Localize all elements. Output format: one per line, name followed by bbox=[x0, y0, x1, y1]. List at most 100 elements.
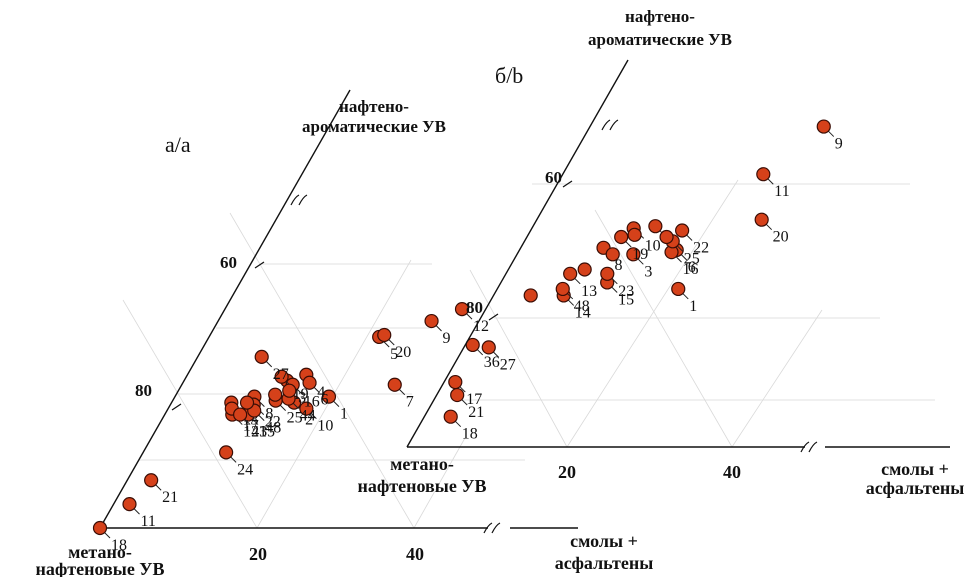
point-marker bbox=[754, 212, 769, 227]
grid-line bbox=[229, 212, 415, 529]
point-label: 8 bbox=[265, 406, 273, 423]
left-axis-title-line2: нафтеновые УВ bbox=[357, 476, 486, 496]
data-point: 20 bbox=[754, 212, 789, 246]
point-label: 4 bbox=[317, 384, 325, 401]
point-marker bbox=[377, 327, 392, 343]
axis-tick bbox=[562, 180, 573, 188]
point-label: 21 bbox=[468, 404, 484, 421]
point-label: 20 bbox=[395, 344, 411, 361]
point-marker bbox=[274, 369, 289, 384]
data-point: 3 bbox=[626, 247, 652, 280]
left-axis bbox=[99, 89, 351, 529]
data-point: 48 bbox=[247, 403, 281, 437]
point-marker bbox=[659, 229, 674, 245]
right-axis-title-line2: асфальтены bbox=[555, 553, 654, 573]
point-marker bbox=[600, 266, 615, 281]
point-marker bbox=[614, 229, 629, 245]
data-point: 19 bbox=[614, 229, 648, 263]
point-marker bbox=[675, 223, 690, 238]
point-marker bbox=[268, 387, 283, 402]
point-marker bbox=[321, 389, 337, 404]
point-marker bbox=[282, 383, 297, 398]
point-marker bbox=[816, 119, 831, 134]
data-point: 17 bbox=[448, 374, 482, 408]
point-label: 7 bbox=[406, 394, 414, 411]
data-point bbox=[239, 395, 255, 410]
point-label: 9 bbox=[835, 136, 843, 153]
point-label: 16 bbox=[304, 394, 320, 411]
point-label: 48 bbox=[265, 420, 281, 437]
data-point: 9 bbox=[816, 119, 843, 153]
data-point: 23 bbox=[233, 407, 267, 441]
point-label: 22 bbox=[265, 414, 281, 431]
data-point: 36 bbox=[465, 337, 500, 371]
grid-line bbox=[594, 209, 733, 448]
tick-label-40: 40 bbox=[406, 544, 424, 564]
data-point: 1 bbox=[671, 281, 697, 315]
point-label: 25 bbox=[684, 250, 700, 267]
data-point: 18 bbox=[92, 520, 127, 554]
point-marker bbox=[450, 387, 465, 403]
point-label: 1 bbox=[340, 406, 348, 423]
point-label: 17 bbox=[466, 391, 482, 408]
left-axis-title: метано- bbox=[68, 542, 132, 562]
panel-label: б/b bbox=[495, 63, 523, 88]
data-point: 27 bbox=[254, 349, 289, 383]
data-point: 20 bbox=[377, 327, 411, 361]
tick-label-20: 20 bbox=[558, 462, 576, 482]
left-axis-title: метано- bbox=[390, 454, 454, 474]
point-label: 20 bbox=[773, 229, 789, 246]
point-label: 23 bbox=[618, 283, 634, 300]
bottom-axis-break-icon bbox=[483, 522, 501, 534]
data-point bbox=[627, 227, 642, 242]
point-label: 18 bbox=[111, 537, 127, 554]
tick-label-20: 20 bbox=[249, 544, 267, 564]
point-label: 27 bbox=[273, 366, 289, 383]
grid-line bbox=[122, 299, 258, 529]
point-label: 21 bbox=[162, 489, 178, 506]
data-point: 18 bbox=[443, 409, 478, 443]
point-label: 6 bbox=[688, 259, 696, 276]
data-point: 11 bbox=[122, 497, 156, 530]
tick-label-80: 80 bbox=[135, 381, 152, 400]
tick-label-60: 60 bbox=[545, 168, 562, 187]
data-point bbox=[268, 387, 283, 402]
panel-b: 13468910111314151617181920212223252748 bbox=[406, 59, 950, 453]
data-point: 6 bbox=[302, 375, 329, 409]
point-label: 25 bbox=[287, 410, 303, 427]
data-point: 10 bbox=[299, 401, 333, 435]
point-marker bbox=[443, 409, 458, 424]
bottom-axis-break-icon bbox=[800, 441, 818, 453]
left-axis bbox=[406, 59, 629, 448]
point-label: 15 bbox=[618, 291, 634, 308]
data-point: 12 bbox=[454, 302, 489, 335]
tick-label-60: 60 bbox=[220, 253, 237, 272]
point-label: 5 bbox=[390, 346, 398, 363]
point-marker bbox=[577, 262, 592, 277]
right-axis-title: смолы + bbox=[881, 459, 949, 479]
data-point: 25 bbox=[665, 234, 700, 267]
data-point: 24 bbox=[219, 445, 253, 478]
point-label: 19 bbox=[293, 386, 309, 403]
tick-label-80: 80 bbox=[466, 298, 483, 317]
data-point bbox=[282, 383, 297, 398]
data-point: 21 bbox=[144, 473, 178, 506]
top-axis-title-line2: ароматические УВ bbox=[302, 117, 446, 136]
point-marker bbox=[254, 349, 269, 364]
point-label: 23 bbox=[251, 424, 267, 441]
point-label: 10 bbox=[317, 418, 333, 435]
point-label: 14 bbox=[575, 304, 591, 321]
point-marker bbox=[302, 375, 317, 390]
left-axis-break-icon bbox=[601, 119, 619, 131]
panel-a: 1234567891011121314151617181920212223242… bbox=[92, 89, 578, 554]
point-marker bbox=[648, 219, 663, 234]
point-marker bbox=[92, 520, 108, 536]
point-label: 14 bbox=[243, 424, 259, 441]
point-marker bbox=[671, 281, 686, 297]
point-marker bbox=[239, 395, 255, 410]
grid-line bbox=[731, 309, 823, 448]
data-point: 27 bbox=[481, 340, 516, 373]
data-point bbox=[659, 229, 674, 245]
point-label: 11 bbox=[774, 183, 789, 200]
